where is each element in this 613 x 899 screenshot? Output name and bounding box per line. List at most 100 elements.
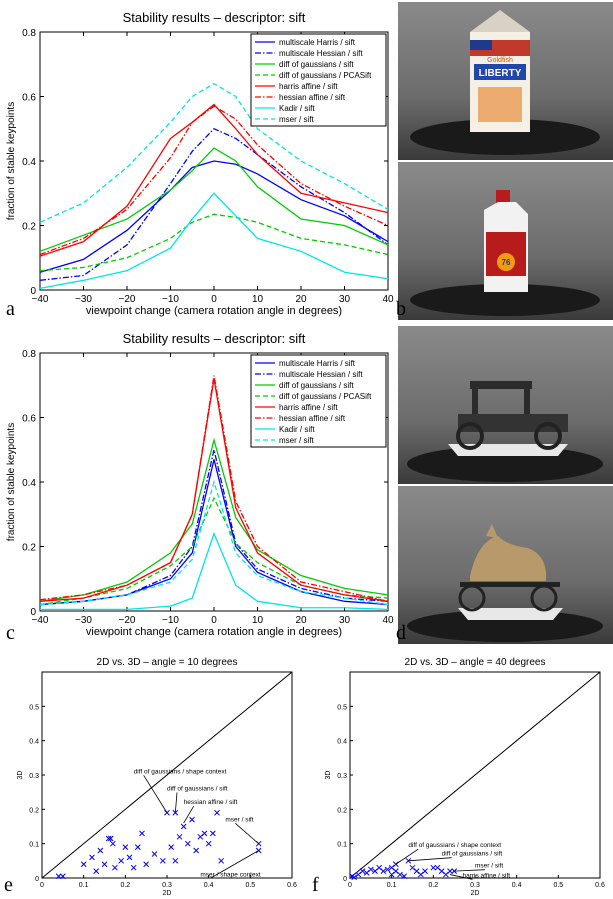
y-tick-label: 0.1 — [337, 842, 347, 849]
data-point — [355, 871, 362, 878]
series-line-mser-sift — [39, 82, 389, 223]
x-tick-label: −30 — [75, 615, 92, 626]
data-point-stroke — [93, 868, 100, 874]
annotation-leader — [183, 805, 195, 824]
y-tick-label: 0.2 — [22, 222, 36, 233]
data-point — [80, 861, 87, 868]
data-point-stroke — [118, 857, 125, 864]
annotation-label: diff of gaussians / shape context — [408, 842, 501, 849]
data-point — [93, 868, 100, 874]
x-tick-label: 0.5 — [245, 882, 255, 889]
x-axis-label: viewpoint change (camera rotation angle … — [86, 305, 342, 317]
data-point-stroke — [97, 847, 104, 854]
legend-entry: Kadir / sift — [279, 104, 315, 113]
x-tick-label: 0.3 — [162, 882, 172, 889]
x-tick-label: 0 — [348, 882, 352, 889]
chart-title: 2D vs. 3D – angle = 40 degrees — [405, 657, 546, 668]
x-tick-label: 40 — [382, 294, 394, 305]
data-point — [107, 835, 114, 842]
x-axis-label: 2D — [471, 890, 480, 897]
chart-title: 2D vs. 3D – angle = 10 degrees — [97, 657, 238, 668]
data-point-stroke — [180, 823, 187, 830]
annotation-leader — [210, 850, 259, 879]
data-point-stroke — [409, 864, 416, 871]
annotation-leader — [454, 869, 486, 872]
data-point — [388, 864, 395, 871]
data-point-stroke — [218, 857, 225, 864]
data-point — [214, 809, 220, 816]
data-point — [59, 873, 66, 880]
data-point-stroke — [434, 864, 441, 871]
y-tick-label: 0 — [343, 876, 347, 883]
data-point — [101, 861, 108, 868]
legend-entry: hessian affine / sift — [279, 414, 346, 423]
carton-label: LIBERTY — [479, 68, 522, 79]
y-tick-label: 0.2 — [29, 807, 39, 814]
series-line-hessian-affine-sift — [39, 375, 389, 602]
legend-entry: diff of gaussians / PCASift — [279, 392, 372, 401]
annotation-label: diff of gaussians / sift — [167, 785, 228, 792]
annotation-label: mser / sift — [225, 816, 253, 823]
annotation-leader — [143, 775, 168, 813]
series-line-multiscale-harris-sift — [39, 160, 389, 273]
x-tick-label: 30 — [339, 615, 351, 626]
x-tick-label: 0.2 — [120, 882, 130, 889]
annotation-label: mser / sift — [475, 863, 503, 870]
data-point-stroke — [168, 844, 175, 850]
data-point-stroke — [205, 840, 212, 847]
data-point-stroke — [176, 833, 183, 840]
data-point — [372, 868, 378, 874]
x-tick-label: −20 — [119, 294, 136, 305]
annotation-label: mser / shape context — [200, 871, 261, 878]
y-tick-label: 0.1 — [29, 842, 39, 849]
y-tick-label: 0.4 — [337, 739, 347, 746]
data-point-stroke — [143, 861, 150, 868]
chart-title: Stability results – descriptor: sift — [123, 10, 306, 25]
x-tick-label: −30 — [75, 294, 92, 305]
series-line-kadir-sift — [39, 192, 389, 290]
data-point-stroke — [255, 847, 262, 854]
data-point-stroke — [209, 830, 216, 837]
data-point — [176, 833, 183, 840]
panel-letter-c: c — [6, 622, 15, 644]
data-point — [359, 868, 366, 874]
annotation-label: harris affine / sift — [463, 872, 511, 879]
y-axis-label: 3D — [17, 771, 24, 780]
data-point-stroke — [130, 864, 137, 871]
data-point — [388, 871, 395, 878]
data-point-stroke — [430, 864, 437, 871]
x-tick-label: 0.4 — [512, 882, 522, 889]
annotation-label: hessian affine / sift — [184, 799, 238, 806]
data-point — [351, 874, 358, 881]
data-point — [447, 868, 453, 874]
data-point — [143, 861, 150, 868]
data-point-stroke — [193, 847, 200, 854]
panel-letter-f: f — [312, 874, 319, 896]
legend-entry: harris affine / sift — [279, 403, 338, 412]
data-point — [172, 857, 179, 864]
annotation-label: diff of gaussians / sift — [442, 851, 503, 858]
data-point-stroke — [384, 866, 391, 873]
data-point — [367, 866, 374, 873]
data-point-stroke — [134, 844, 141, 850]
data-point-stroke — [388, 864, 395, 871]
data-point — [109, 840, 116, 847]
y-tick-label: 0.3 — [337, 773, 347, 780]
series-line-multiscale-hessian-sift — [39, 449, 389, 606]
series-line-diff-of-gaussians-pcasift — [39, 496, 389, 606]
annotation-label: diff of gaussians / shape context — [134, 768, 227, 775]
data-point — [363, 869, 370, 876]
data-point-stroke — [80, 861, 87, 868]
y-tick-label: 0 — [30, 286, 36, 297]
data-point — [401, 873, 408, 880]
series-line-harris-affine-sift — [39, 103, 389, 257]
data-point — [438, 868, 445, 874]
x-tick-label: −40 — [32, 615, 49, 626]
x-tick-label: 10 — [252, 294, 264, 305]
data-point — [201, 830, 208, 837]
y-tick-label: 0.6 — [22, 414, 36, 425]
x-tick-label: −10 — [162, 294, 179, 305]
x-tick-label: 0.6 — [287, 882, 297, 889]
data-point-stroke — [438, 868, 445, 874]
y-axis-label: fraction of stable keypoints — [6, 102, 17, 220]
